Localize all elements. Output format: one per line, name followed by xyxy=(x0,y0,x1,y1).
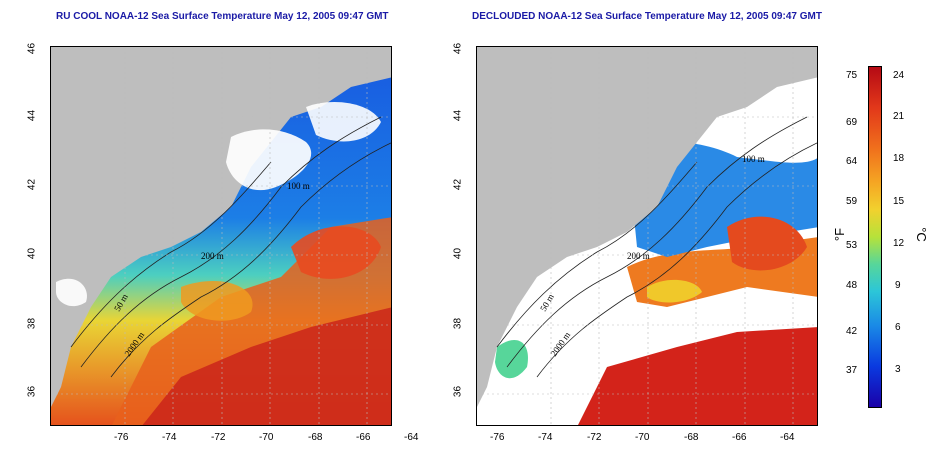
c-tick-label: 3 xyxy=(895,364,901,375)
fahrenheit-unit-label: °F xyxy=(832,227,848,242)
bathymetry-contour xyxy=(80,116,382,368)
f-tick-label: 42 xyxy=(846,326,858,337)
c-tick-label: 6 xyxy=(895,322,901,333)
c-tick-label: 12 xyxy=(893,238,905,249)
c-tick-label: 24 xyxy=(893,70,905,81)
cloud-patch xyxy=(56,278,87,307)
y-tick-label: 40 xyxy=(452,247,464,260)
x-tick-label: -66 xyxy=(732,432,747,443)
y-tick-label: 40 xyxy=(26,247,38,260)
x-tick-label: -74 xyxy=(162,432,177,443)
warm-core-ring xyxy=(291,226,381,279)
f-tick-label: 64 xyxy=(846,156,858,167)
front-water xyxy=(647,279,702,303)
left-map-title: RU COOL NOAA-12 Sea Surface Temperature … xyxy=(56,11,389,22)
map-grid xyxy=(477,47,817,425)
bathymetry-contour xyxy=(70,161,272,348)
contour-label-100m: 100 m xyxy=(742,154,765,164)
land-island xyxy=(221,97,271,117)
x-tick-label: -76 xyxy=(490,432,505,443)
x-tick-label: -70 xyxy=(635,432,650,443)
shelf-slope-front xyxy=(181,281,253,321)
raw-sst-map: 200 m 100 m 50 m 2000 m xyxy=(50,46,392,426)
x-tick-label: -64 xyxy=(404,432,419,443)
c-tick-label: 21 xyxy=(893,111,905,122)
f-tick-label: 53 xyxy=(846,240,858,251)
f-tick-label: 75 xyxy=(846,70,858,81)
warm-core-ring xyxy=(727,216,807,271)
y-tick-label: 38 xyxy=(26,317,38,330)
y-tick-label: 46 xyxy=(26,42,38,55)
contour-label-100m: 100 m xyxy=(287,181,310,191)
temperature-colorbar xyxy=(868,66,882,408)
y-tick-label: 36 xyxy=(26,385,38,398)
x-tick-label: -72 xyxy=(211,432,226,443)
cloud-patch xyxy=(226,129,312,191)
celsius-unit-label: °C xyxy=(913,227,929,242)
y-tick-label: 36 xyxy=(452,385,464,398)
y-tick-label: 42 xyxy=(452,178,464,191)
contour-label-200m: 200 m xyxy=(201,251,224,261)
y-tick-label: 38 xyxy=(452,317,464,330)
x-tick-label: -72 xyxy=(587,432,602,443)
x-tick-label: -70 xyxy=(259,432,274,443)
x-tick-label: -64 xyxy=(780,432,795,443)
f-tick-label: 37 xyxy=(846,365,858,376)
x-tick-label: -68 xyxy=(308,432,323,443)
f-tick-label: 48 xyxy=(846,280,858,291)
coastal-water xyxy=(495,339,528,379)
x-tick-label: -66 xyxy=(356,432,371,443)
contour-label-200m: 200 m xyxy=(627,251,650,261)
y-tick-label: 46 xyxy=(452,42,464,55)
x-tick-label: -74 xyxy=(538,432,553,443)
bathymetry-contour xyxy=(496,161,698,348)
declouded-sst-map: 200 m 100 m 50 m 2000 m xyxy=(476,46,818,426)
warm-core-water xyxy=(578,327,817,425)
y-tick-label: 42 xyxy=(26,178,38,191)
f-tick-label: 59 xyxy=(846,196,858,207)
c-tick-label: 15 xyxy=(893,196,905,207)
bathymetry-contour xyxy=(536,142,817,378)
cloud-patch xyxy=(306,102,381,142)
map-grid xyxy=(51,47,391,425)
f-tick-label: 69 xyxy=(846,117,858,128)
c-tick-label: 18 xyxy=(893,153,905,164)
x-tick-label: -76 xyxy=(114,432,129,443)
right-map-title: DECLOUDED NOAA-12 Sea Surface Temperatur… xyxy=(472,11,822,22)
bathymetry-contour xyxy=(506,116,808,368)
x-tick-label: -68 xyxy=(684,432,699,443)
y-tick-label: 44 xyxy=(26,109,38,122)
coastline-land xyxy=(477,47,817,407)
bathymetry-contour xyxy=(110,142,391,378)
c-tick-label: 9 xyxy=(895,280,901,291)
coastline-land xyxy=(51,47,391,407)
warm-core-water xyxy=(142,307,391,425)
y-tick-label: 44 xyxy=(452,109,464,122)
